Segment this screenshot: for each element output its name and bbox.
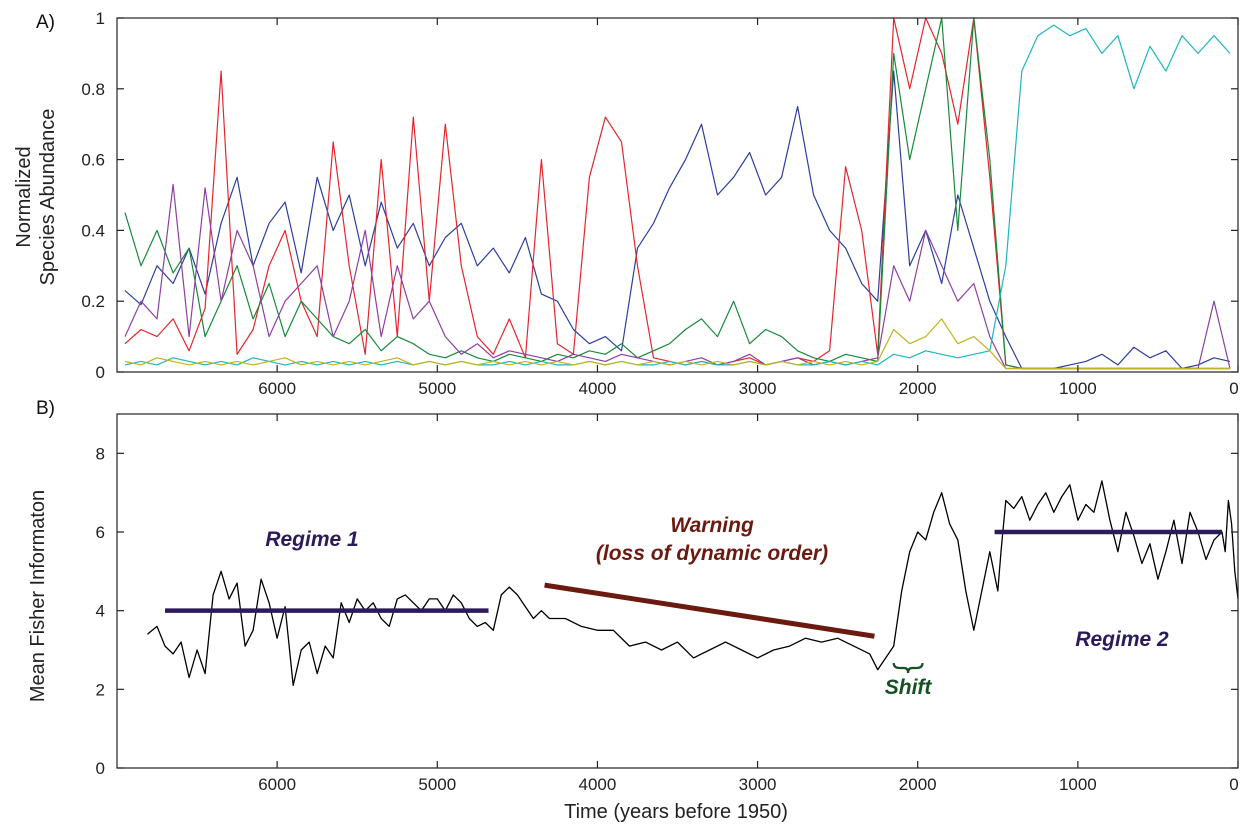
panel-a-xtick-label: 5000	[418, 379, 456, 398]
panel-a-ylabel-line1: Normalized	[13, 146, 35, 247]
panel-b-xlabel: Time (years before 1950)	[564, 801, 788, 823]
panel-a-series-3	[124, 183, 1231, 370]
panel-a-xtick-label: 3000	[739, 379, 777, 398]
panel-b-series	[146, 480, 1239, 687]
panel-b-xtick-label: 5000	[418, 775, 456, 794]
shift-brace	[892, 662, 924, 674]
panel-a-series-5	[124, 318, 1230, 370]
panel-a-ytick-label: 0.6	[81, 151, 105, 170]
panel-a-xtick-label: 1000	[1059, 379, 1097, 398]
panel-b: B) Mean Fisher Informaton Time (years be…	[27, 398, 1239, 823]
panel-b-xtick-label: 4000	[579, 775, 617, 794]
panel-b-axes: 6000 5000 4000 3000 2000 1000 0 0 2 4 6 8	[96, 413, 1239, 794]
panel-a-ytick-label: 0.8	[81, 80, 105, 99]
panel-a: A) Normalized Species Abundance 6000 5000…	[13, 9, 1239, 398]
panel-a-axes: 6000 5000 4000 3000 2000 1000 0 0 0.2 0.4 0.6 0.8 1	[81, 9, 1238, 398]
panel-a-ytick-label: 1	[96, 9, 105, 28]
shift-label: Shift	[885, 676, 933, 699]
panel-a-ytick-label: 0	[96, 363, 105, 382]
panel-b-ytick-label: 6	[96, 523, 105, 542]
panel-b-xtick-label: 3000	[739, 775, 777, 794]
panel-a-ytick-label: 0.4	[81, 221, 105, 240]
panel-a-series-1	[124, 17, 1230, 370]
panel-a-ylabel-line2: Species Abundance	[37, 109, 59, 286]
panel-b-ytick-label: 8	[96, 444, 105, 463]
panel-b-xtick-label: 0	[1229, 775, 1238, 794]
panel-b-xtick-label: 2000	[899, 775, 937, 794]
panel-b-label: B)	[36, 398, 55, 419]
panel-a-xtick-label: 6000	[258, 379, 296, 398]
panel-a-label: A)	[36, 12, 55, 33]
panel-a-ytick-label: 0.2	[81, 292, 105, 311]
panel-a-series	[124, 17, 1231, 370]
panel-b-ylabel: Mean Fisher Informaton	[27, 490, 49, 702]
panel-b-frame	[116, 413, 1239, 769]
panel-b-xtick-label: 6000	[258, 775, 296, 794]
panel-b-ytick-label: 4	[96, 602, 105, 621]
warning-sublabel: (loss of dynamic order)	[596, 542, 828, 565]
panel-a-xtick-label: 4000	[579, 379, 617, 398]
regime-1-label: Regime 1	[265, 528, 358, 551]
panel-a-frame	[116, 17, 1239, 373]
regime-2-label: Regime 2	[1075, 628, 1169, 651]
warning-label: Warning	[670, 514, 754, 537]
panel-b-xtick-label: 1000	[1059, 775, 1097, 794]
warning-line	[544, 582, 875, 639]
panel-b-annotations: Regime 1 Regime 2 Warning (loss of dynamic …	[165, 514, 1222, 699]
panel-b-ytick-label: 2	[96, 680, 105, 699]
panel-b-ytick-label: 0	[96, 759, 105, 778]
panel-a-series-2	[124, 17, 1230, 370]
panel-a-xtick-label: 0	[1229, 379, 1238, 398]
panel-a-xtick-label: 2000	[899, 379, 937, 398]
panel-b-series-0	[146, 480, 1239, 687]
panel-a-series-4	[124, 24, 1231, 366]
